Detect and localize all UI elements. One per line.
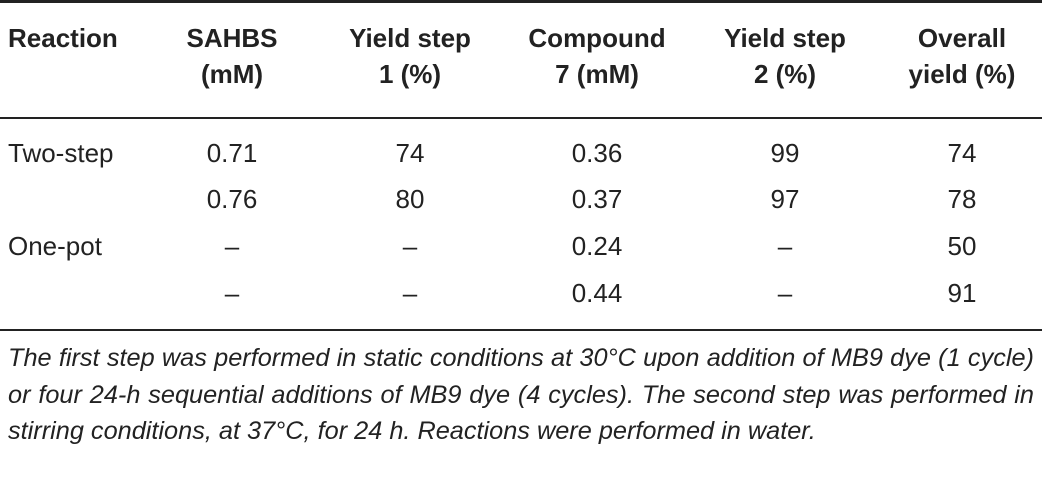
cell-yield-step-2: – — [777, 278, 793, 308]
header-overall-yield: Overall yield (%) — [908, 23, 1016, 89]
cell-sahbs: – — [224, 278, 240, 308]
header-compound-7: Compound 7 (mM) — [528, 23, 666, 89]
cell-yield-step-1: – — [402, 278, 418, 308]
table-header-rule — [0, 117, 1042, 119]
cell-overall-yield: 78 — [947, 184, 977, 214]
header-sahbs: SAHBS (mM) — [186, 23, 278, 89]
cell-sahbs: 0.76 — [206, 184, 258, 214]
table-bottom-rule — [0, 329, 1042, 331]
cell-reaction: One-pot — [8, 231, 102, 261]
header-reaction: Reaction — [8, 23, 118, 53]
table-row: One-pot – – 0.24 – 50 — [0, 223, 1042, 269]
table-top-rule — [0, 0, 1042, 3]
table-footnote: The first step was performed in static c… — [8, 344, 1034, 445]
cell-compound-7: 0.37 — [571, 184, 623, 214]
cell-sahbs: 0.71 — [206, 138, 258, 168]
cell-yield-step-1: 80 — [395, 184, 425, 214]
cell-yield-step-1: 74 — [395, 138, 425, 168]
cell-compound-7: 0.44 — [571, 278, 623, 308]
cell-yield-step-2: – — [777, 231, 793, 261]
header-yield-step-2: Yield step 2 (%) — [724, 23, 846, 89]
table-row: 0.76 80 0.37 97 78 — [0, 176, 1042, 222]
cell-yield-step-1: – — [402, 231, 418, 261]
cell-yield-step-2: 97 — [770, 184, 800, 214]
cell-overall-yield: 74 — [947, 138, 977, 168]
table-row: – – 0.44 – 91 — [0, 270, 1042, 316]
cell-sahbs: – — [224, 231, 240, 261]
cell-yield-step-2: 99 — [770, 138, 800, 168]
table-row: Two-step 0.71 74 0.36 99 74 — [0, 130, 1042, 176]
cell-overall-yield: 91 — [947, 278, 977, 308]
cell-overall-yield: 50 — [947, 231, 977, 261]
cell-reaction: Two-step — [8, 138, 114, 168]
header-yield-step-1: Yield step 1 (%) — [349, 23, 471, 89]
cell-compound-7: 0.36 — [571, 138, 623, 168]
cell-compound-7: 0.24 — [571, 231, 623, 261]
